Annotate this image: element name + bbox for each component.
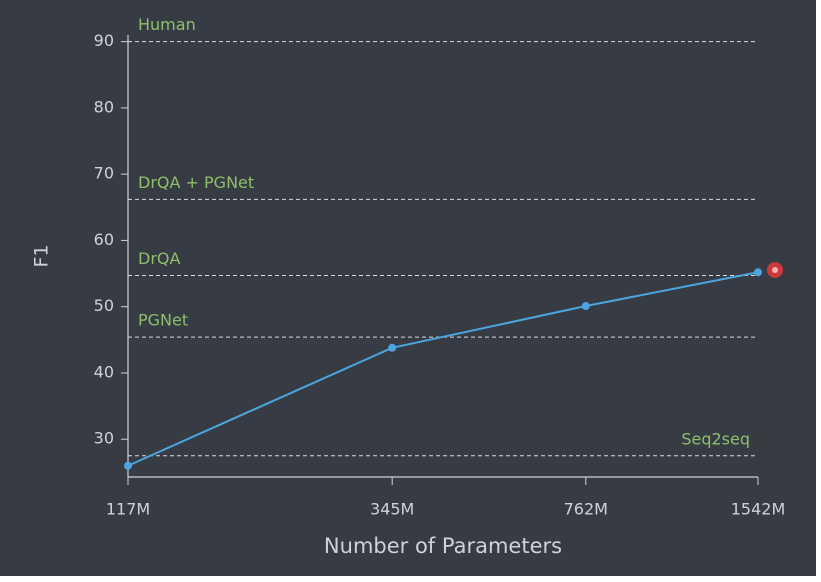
y-tick-label: 30 [94, 429, 114, 448]
reference-label: DrQA + PGNet [138, 173, 254, 192]
cursor-highlight-center [772, 267, 778, 273]
y-tick-label: 50 [94, 296, 114, 315]
data-point [124, 461, 132, 470]
x-tick-label: 1542M [731, 500, 786, 519]
y-tick-label: 80 [94, 97, 114, 116]
x-tick-label: 117M [106, 500, 150, 519]
reference-label: PGNet [138, 311, 188, 330]
y-tick-label: 90 [94, 31, 114, 50]
y-tick-label: 60 [94, 230, 114, 249]
reference-label: DrQA [138, 249, 180, 268]
y-tick-label: 70 [94, 164, 114, 183]
data-point [388, 343, 397, 352]
y-tick-label: 40 [94, 362, 114, 381]
series-line [127, 271, 759, 467]
data-point [581, 302, 590, 311]
y-axis-label: F1 [31, 244, 53, 267]
x-tick-label: 762M [564, 500, 608, 519]
x-tick-label: 345M [370, 500, 414, 519]
reference-label: Seq2seq [681, 429, 750, 448]
data-point [754, 268, 762, 277]
x-axis-label: Number of Parameters [324, 534, 562, 558]
reference-label: Human [138, 15, 196, 34]
